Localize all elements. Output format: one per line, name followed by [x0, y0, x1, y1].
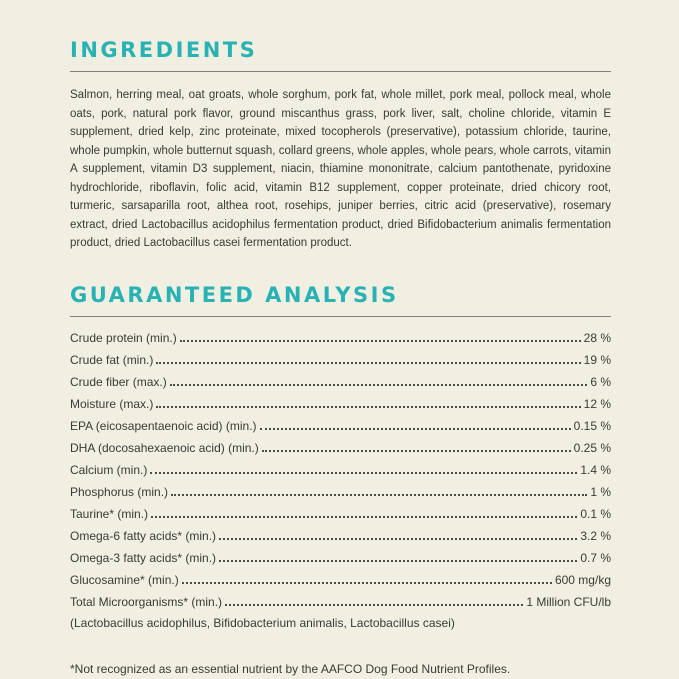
analysis-row-label: Crude protein (min.)	[70, 330, 177, 345]
analysis-row-value: 19 %	[583, 352, 611, 367]
analysis-row-label: Crude fiber (max.)	[70, 374, 167, 389]
analysis-row-label: DHA (docosahexaenoic acid) (min.)	[70, 440, 259, 455]
analysis-row-value: 600 mg/kg	[554, 572, 611, 587]
guaranteed-analysis-divider	[70, 315, 611, 317]
dot-leader	[156, 393, 581, 408]
dot-leader	[169, 371, 588, 386]
analysis-row-label: Crude fat (min.)	[70, 352, 154, 367]
analysis-row-value: 6 %	[590, 374, 611, 389]
aafco-footnote: *Not recognized as an essential nutrient…	[70, 661, 511, 676]
analysis-row: Crude fiber (max.) 6 %	[70, 371, 611, 393]
dot-leader	[181, 569, 552, 584]
analysis-row-value: 12 %	[583, 396, 611, 411]
analysis-row-value: 1 %	[590, 484, 611, 499]
analysis-row-value: 0.1 %	[580, 506, 611, 521]
analysis-row-value: 0.7 %	[580, 550, 611, 565]
analysis-row: Phosphorus (min.) 1 %	[70, 481, 611, 503]
analysis-row-note: (Lactobacillus acidophilus, Bifidobacter…	[70, 615, 455, 630]
analysis-row-value: 1.4 %	[580, 462, 611, 477]
analysis-row: Crude fat (min.) 19 %	[70, 349, 611, 371]
analysis-row-value: 28 %	[583, 330, 611, 345]
ingredients-text: Salmon, herring meal, oat groats, whole …	[70, 89, 611, 249]
analysis-row-label: Calcium (min.)	[70, 462, 148, 477]
dot-leader	[259, 415, 571, 430]
dot-leader	[156, 349, 581, 364]
analysis-row-label: Moisture (max.)	[70, 396, 154, 411]
ingredients-divider	[70, 71, 611, 72]
analysis-row-value: 3.2 %	[580, 528, 611, 543]
dot-leader	[219, 547, 578, 562]
analysis-row: Omega-6 fatty acids* (min.) 3.2 %	[70, 525, 611, 547]
guaranteed-analysis-title: GUARANTEED ANALYSIS	[70, 282, 399, 307]
analysis-row: Omega-3 fatty acids* (min.) 0.7 %	[70, 547, 611, 569]
dot-leader	[219, 525, 578, 540]
analysis-row: Moisture (max.) 12 %	[70, 393, 611, 415]
guaranteed-analysis-section: GUARANTEED ANALYSIS Crude protein (min.)…	[70, 283, 611, 676]
dot-leader	[171, 481, 588, 496]
analysis-row: DHA (docosahexaenoic acid) (min.) 0.25 %	[70, 437, 611, 459]
analysis-row: EPA (eicosapentaenoic acid) (min.) 0.15 …	[70, 415, 611, 437]
dot-leader	[261, 437, 571, 452]
analysis-row-label: Omega-3 fatty acids* (min.)	[70, 550, 217, 565]
analysis-row-label: Taurine* (min.)	[70, 506, 149, 521]
ingredients-title: INGREDIENTS	[70, 38, 258, 62]
dot-leader	[150, 459, 578, 474]
analysis-row: Calcium (min.) 1.4 %	[70, 459, 611, 481]
analysis-row: Taurine* (min.) 0.1 %	[70, 503, 611, 525]
dot-leader	[179, 327, 581, 342]
analysis-row-value: 0.15 %	[573, 418, 611, 433]
analysis-row-value: 1 Million CFU/lb	[526, 594, 611, 609]
analysis-table: Crude protein (min.) 28 % Crude fat (min…	[70, 327, 611, 632]
analysis-row-label: Total Microorganisms* (min.)	[70, 594, 223, 609]
dot-leader	[151, 503, 578, 518]
analysis-row: Total Microorganisms* (min.) 1 Million C…	[70, 591, 611, 613]
analysis-row: Glucosamine* (min.) 600 mg/kg	[70, 569, 611, 591]
ingredients-section: INGREDIENTS Salmon, herring meal, oat gr…	[70, 38, 611, 253]
dot-leader	[225, 591, 524, 606]
analysis-row-label: Glucosamine* (min.)	[70, 572, 179, 587]
analysis-row: Crude protein (min.) 28 %	[70, 327, 611, 349]
analysis-row-label: EPA (eicosapentaenoic acid) (min.)	[70, 418, 257, 433]
analysis-row-label: Omega-6 fatty acids* (min.)	[70, 528, 217, 543]
analysis-row-label: Phosphorus (min.)	[70, 484, 169, 499]
analysis-row-value: 0.25 %	[573, 440, 611, 455]
